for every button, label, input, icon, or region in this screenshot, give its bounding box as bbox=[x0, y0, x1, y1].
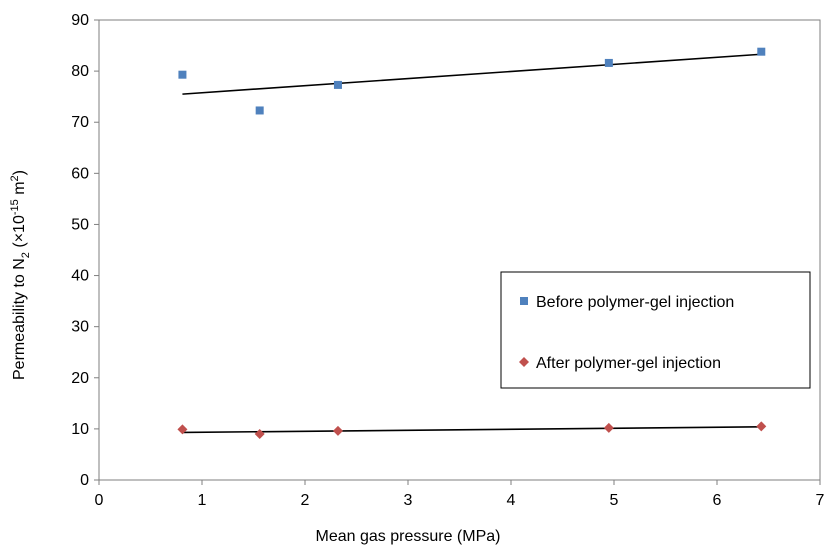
data-point-square bbox=[757, 47, 766, 56]
y-axis-title-prefix: Permeability to N bbox=[11, 258, 28, 380]
x-tick-label: 2 bbox=[301, 492, 310, 509]
x-tick-label: 6 bbox=[713, 492, 722, 509]
x-tick-label: 3 bbox=[404, 492, 413, 509]
data-point-square bbox=[604, 58, 613, 67]
x-axis-title: Mean gas pressure (MPa) bbox=[316, 528, 501, 545]
legend-marker-square bbox=[520, 297, 528, 305]
y-axis-title-unit: m bbox=[11, 181, 28, 199]
y-tick-label: 10 bbox=[71, 421, 89, 438]
legend-box bbox=[500, 271, 811, 389]
y-axis-title: Permeability to N2 (×10-15 m2) bbox=[9, 170, 32, 380]
legend-marker-diamond bbox=[519, 357, 529, 367]
y-tick-label: 70 bbox=[71, 114, 89, 131]
y-tick-label: 0 bbox=[80, 472, 89, 489]
y-tick-label: 30 bbox=[71, 319, 89, 336]
y-tick-label: 90 bbox=[71, 12, 89, 29]
trendline-series-2 bbox=[182, 426, 762, 434]
y-axis-title-suffix: ) bbox=[11, 170, 28, 175]
legend-label-after: After polymer-gel injection bbox=[536, 355, 721, 372]
x-tick-label: 5 bbox=[610, 492, 619, 509]
data-point-diamond bbox=[756, 421, 767, 432]
y-axis-title-mid: (×10 bbox=[11, 215, 28, 252]
legend-item-after: After polymer-gel injection bbox=[519, 355, 721, 372]
y-tick-label: 20 bbox=[71, 370, 89, 387]
data-point-square bbox=[178, 70, 187, 79]
legend-label-before: Before polymer-gel injection bbox=[536, 294, 734, 311]
x-tick-label: 7 bbox=[816, 492, 825, 509]
x-tick-label: 4 bbox=[507, 492, 516, 509]
trendline-series-1 bbox=[182, 53, 762, 95]
data-point-square bbox=[255, 106, 264, 115]
plot-area: 0 10 20 30 40 50 60 70 80 90 0 1 2 3 4 5 6 7 bbox=[71, 12, 824, 509]
y-axis-title-sup1: -15 bbox=[9, 199, 21, 215]
x-tick-label: 1 bbox=[198, 492, 207, 509]
y-tick-label: 40 bbox=[71, 268, 89, 285]
y-tick-label: 50 bbox=[71, 216, 89, 233]
y-axis-title-sup2: 2 bbox=[9, 175, 21, 181]
data-point-diamond bbox=[177, 424, 188, 435]
x-tick-label: 0 bbox=[95, 492, 104, 509]
data-point-square bbox=[333, 80, 342, 89]
plot-frame bbox=[98, 19, 821, 481]
data-point-diamond bbox=[254, 429, 265, 439]
data-point-diamond bbox=[332, 425, 343, 436]
legend-item-before: Before polymer-gel injection bbox=[520, 294, 734, 311]
data-point-diamond bbox=[603, 422, 614, 433]
legend: Before polymer-gel injection After polym… bbox=[500, 271, 811, 389]
y-tick-label: 80 bbox=[71, 63, 89, 80]
y-tick-label: 60 bbox=[71, 165, 89, 182]
y-axis-title-sub: 2 bbox=[20, 252, 32, 258]
